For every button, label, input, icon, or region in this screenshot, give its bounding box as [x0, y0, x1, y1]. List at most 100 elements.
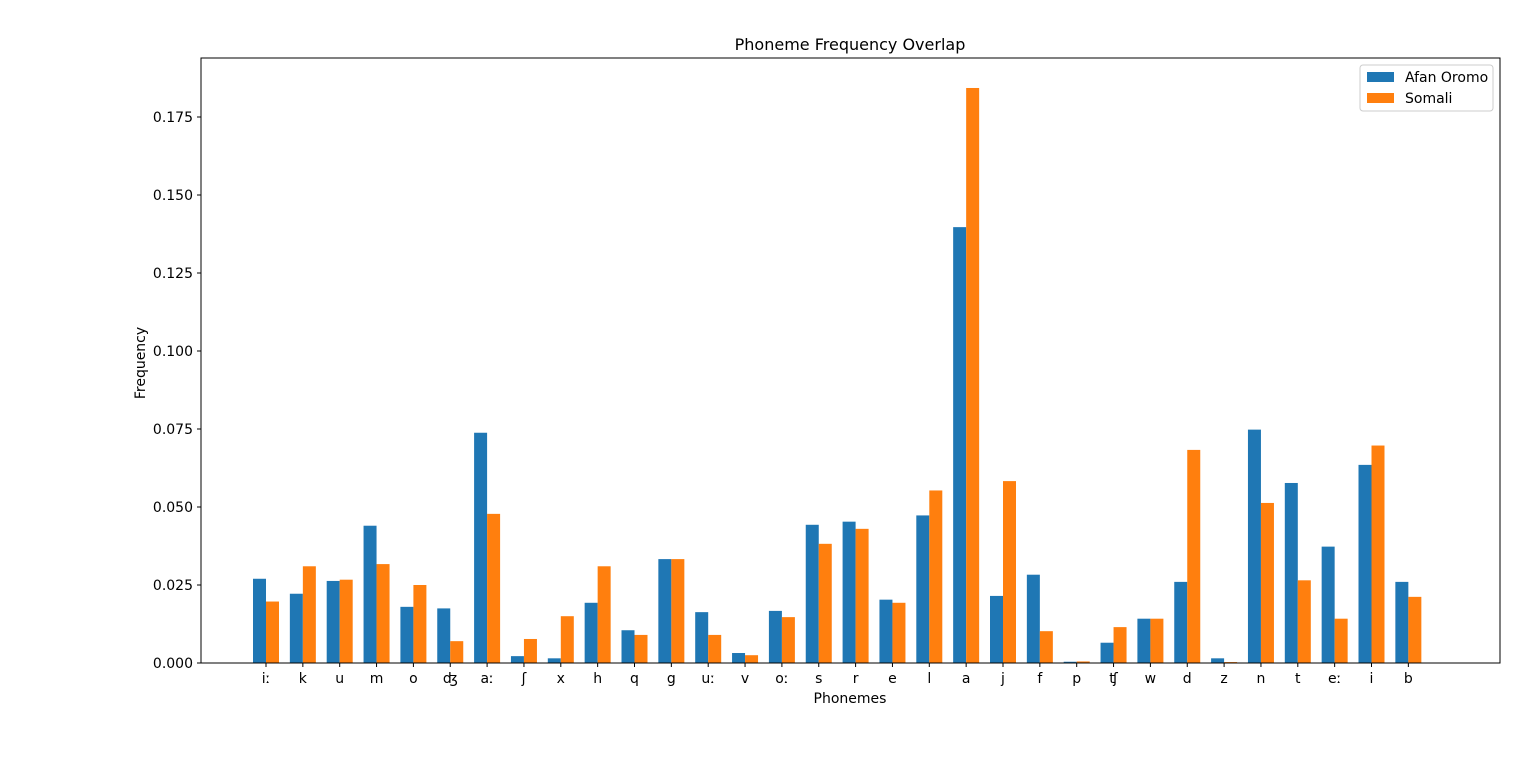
x-tick-label: ʤ [443, 671, 458, 687]
bar-afan-oromo [326, 580, 340, 663]
bar-somali [966, 87, 980, 663]
bar-somali [1334, 618, 1348, 663]
bar-afan-oromo [658, 559, 672, 663]
x-tick-label: a [962, 671, 971, 687]
legend-label: Afan Oromo [1405, 70, 1488, 86]
x-tick-label: ʃ [521, 671, 527, 687]
bar-somali [1003, 481, 1016, 663]
bar-somali [266, 601, 279, 663]
bar-afan-oromo [289, 593, 303, 663]
legend-label: Somali [1405, 91, 1452, 107]
y-tick-label: 0.025 [153, 578, 193, 594]
bar-somali [1260, 502, 1274, 663]
bar-somali [560, 616, 574, 663]
x-tick-label: q [630, 671, 639, 687]
bar-somali [1076, 661, 1090, 663]
bar-afan-oromo [1247, 429, 1261, 663]
y-tick-label: 0.150 [153, 188, 193, 204]
bar-afan-oromo [510, 656, 524, 663]
y-tick-label: 0.100 [153, 344, 193, 360]
bar-afan-oromo [1358, 464, 1372, 663]
legend-swatch [1367, 93, 1394, 103]
legend: Afan Oromo Somali [1359, 64, 1494, 112]
bar-afan-oromo [1026, 574, 1040, 663]
bar-somali [597, 566, 611, 663]
bar-somali [1408, 596, 1422, 663]
x-tick-label: i [1370, 671, 1374, 687]
x-tick-label: j [1000, 671, 1005, 687]
bar-afan-oromo [732, 653, 746, 663]
bar-somali [781, 617, 795, 663]
y-tick-label: 0.125 [153, 266, 193, 282]
bar-somali [523, 638, 537, 663]
chart-title: Phoneme Frequency Overlap [735, 35, 966, 54]
bar-afan-oromo [253, 578, 266, 663]
x-tick-label: uː [701, 671, 715, 687]
x-tick-label: w [1145, 671, 1156, 687]
bar-somali [376, 564, 390, 663]
x-tick-label: p [1072, 671, 1081, 687]
bar-afan-oromo [363, 525, 377, 663]
x-tick-label: m [370, 671, 384, 687]
x-tick-label: ʧ [1109, 671, 1118, 687]
bar-afan-oromo [1100, 642, 1114, 663]
bar-somali [1039, 631, 1053, 663]
bar-afan-oromo [990, 595, 1003, 663]
x-tick-label: h [593, 671, 602, 687]
bar-afan-oromo [879, 599, 893, 663]
bar-afan-oromo [842, 521, 856, 663]
bar-somali [1113, 627, 1127, 663]
bar-afan-oromo [1395, 581, 1409, 663]
bar-afan-oromo [1174, 581, 1188, 663]
ticks-layer: iː k u m o ʤ aː ʃ x h q g uː v oː s r e l a j f p ʧ w d z n t eː i b 0.0… [153, 110, 1413, 687]
bar-somali [708, 634, 722, 663]
x-tick-label: l [927, 671, 931, 687]
bar-afan-oromo [1211, 658, 1225, 663]
bar-afan-oromo [805, 524, 819, 663]
x-tick-label: n [1257, 671, 1266, 687]
bar-afan-oromo [474, 432, 488, 663]
x-tick-label: g [667, 671, 676, 687]
y-tick-label: 0.075 [153, 422, 193, 438]
bar-somali [929, 490, 943, 663]
bar-afan-oromo [1137, 618, 1151, 663]
bar-somali [855, 528, 869, 663]
x-tick-label: r [853, 671, 859, 687]
y-tick-label: 0.000 [153, 656, 193, 672]
x-tick-label: u [335, 671, 344, 687]
x-tick-label: iː [262, 671, 271, 687]
bar-somali [1371, 445, 1385, 663]
bar-afan-oromo [695, 612, 709, 663]
bars-layer [253, 87, 1422, 664]
plot-frame [200, 57, 1501, 664]
bar-afan-oromo [1321, 546, 1335, 663]
bar-somali [634, 634, 648, 663]
bar-afan-oromo [547, 658, 561, 663]
bar-somali [1297, 580, 1311, 663]
x-tick-label: f [1037, 671, 1043, 687]
x-tick-label: e [888, 671, 897, 687]
bar-somali [1187, 449, 1201, 663]
bar-afan-oromo [1063, 661, 1077, 663]
bar-somali [892, 602, 906, 663]
bar-afan-oromo [953, 227, 967, 664]
x-tick-label: d [1183, 671, 1192, 687]
legend-swatch [1367, 72, 1394, 82]
y-axis-label: Frequency [133, 327, 149, 399]
bar-somali [413, 585, 427, 663]
x-tick-label: oː [775, 671, 788, 687]
bar-somali [1150, 618, 1164, 663]
bar-afan-oromo [400, 606, 414, 663]
x-axis-label: Phonemes [814, 691, 887, 707]
bar-afan-oromo [584, 602, 598, 663]
bar-somali [745, 655, 759, 663]
bar-afan-oromo [1284, 482, 1298, 663]
x-tick-label: v [741, 671, 749, 687]
x-tick-label: o [409, 671, 418, 687]
bar-somali [818, 543, 832, 663]
x-tick-label: z [1220, 671, 1227, 687]
bar-afan-oromo [768, 610, 782, 663]
bar-somali [671, 559, 685, 663]
